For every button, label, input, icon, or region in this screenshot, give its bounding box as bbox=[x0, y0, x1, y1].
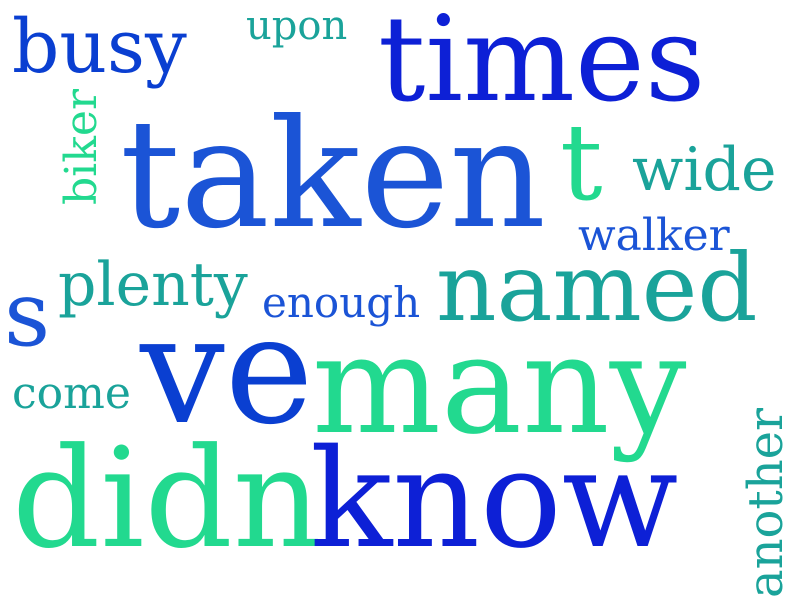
word-plenty: plenty bbox=[58, 250, 248, 320]
word-enough: enough bbox=[262, 278, 421, 327]
word-another: another bbox=[738, 408, 794, 598]
word-s: s bbox=[4, 262, 51, 367]
word-times: times bbox=[378, 0, 706, 128]
word-walker: walker bbox=[578, 210, 730, 261]
word-biker: biker bbox=[56, 89, 107, 205]
word-named: named bbox=[436, 234, 758, 343]
word-many: many bbox=[312, 307, 687, 465]
word-wide: wide bbox=[632, 135, 777, 205]
word-come: come bbox=[12, 368, 131, 419]
word-know: know bbox=[310, 421, 679, 579]
word-upon: upon bbox=[246, 3, 348, 49]
word-busy: busy bbox=[12, 4, 187, 90]
word-ve: ve bbox=[140, 284, 314, 458]
word-taken: taken bbox=[120, 88, 546, 262]
word-didn: didn bbox=[12, 418, 322, 579]
word-t: t bbox=[560, 101, 603, 224]
